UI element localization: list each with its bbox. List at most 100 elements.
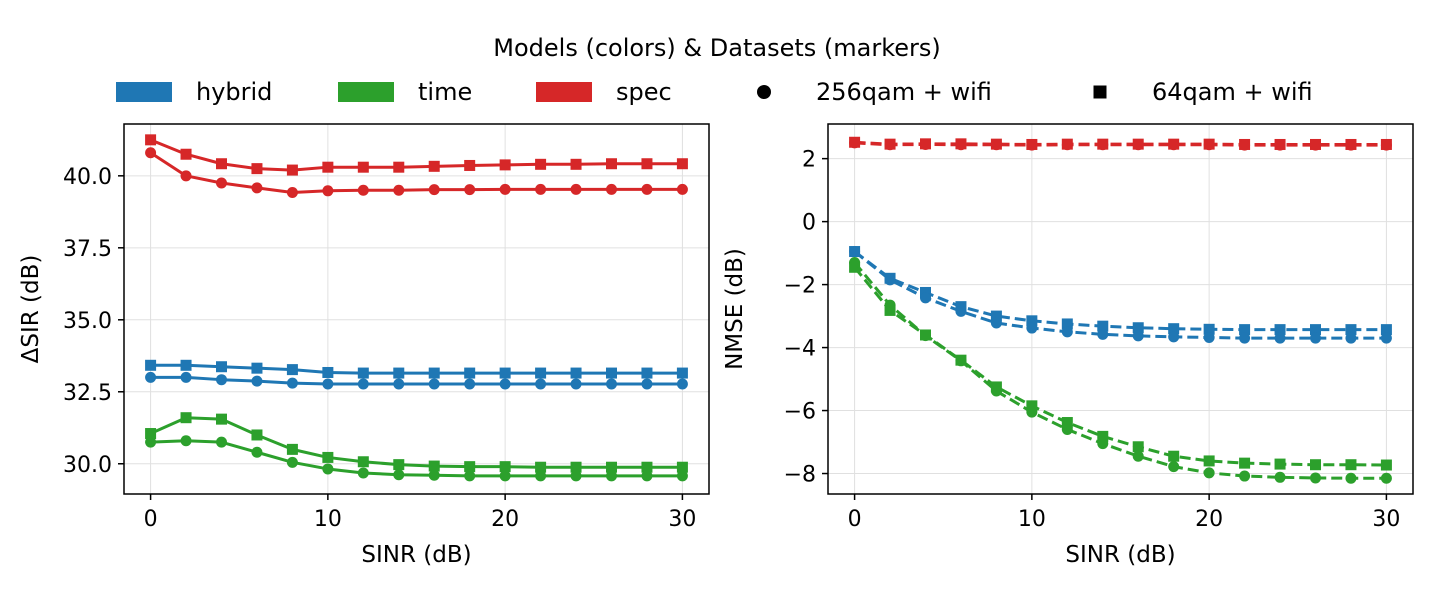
nmse-point-time (1097, 438, 1109, 450)
sir-point-hybrid (428, 378, 440, 390)
nmse-point-time (1097, 430, 1109, 442)
sir-point-spec (216, 177, 227, 189)
legend-item-time: time (338, 74, 472, 110)
nmse-point-spec (849, 137, 861, 149)
sir-point-spec (428, 184, 440, 196)
sir-point-time (286, 443, 298, 455)
sir-point-time (180, 412, 192, 424)
nmse-point-spec (990, 139, 1002, 151)
nmse-point-time (1026, 406, 1038, 418)
sir-point-time (322, 463, 334, 475)
nmse-point-time (1061, 417, 1073, 429)
sir-point-time (464, 470, 476, 482)
sir-xtick-label: 0 (144, 507, 158, 532)
sir-point-time (535, 470, 547, 482)
sir-series-line-time-256qam (150, 439, 683, 478)
sir-point-hybrid (535, 378, 547, 390)
nmse-point-spec (884, 139, 896, 151)
sir-point-time (499, 461, 511, 473)
sir-point-hybrid (464, 367, 476, 379)
nmse-ytick-label: 2 (802, 148, 816, 173)
legend-swatch-hybrid (116, 82, 172, 102)
sir-point-time (606, 461, 617, 473)
sir-point-hybrid (570, 378, 582, 390)
nmse-point-spec (1345, 139, 1357, 151)
sir-point-hybrid (606, 367, 617, 379)
nmse-point-spec (955, 139, 967, 151)
sir-series-line-spec-64qam (150, 138, 683, 172)
nmse-point-spec (1239, 139, 1251, 151)
sir-point-time (216, 436, 227, 448)
nmse-series-line-hybrid-64qam (853, 250, 1387, 332)
nmse-point-time (990, 385, 1002, 397)
sir-point-time (357, 467, 369, 479)
sir-point-time (464, 461, 476, 473)
nmse-ytick-label: −4 (784, 337, 816, 362)
sir-point-spec (641, 183, 653, 195)
sir-point-spec (322, 185, 334, 197)
sir-point-spec (357, 184, 369, 196)
nmse-point-time (1274, 471, 1286, 483)
sir-point-time (145, 428, 157, 440)
sir-point-hybrid (464, 378, 476, 390)
nmse-point-spec (1097, 139, 1109, 151)
nmse-point-time (1274, 458, 1286, 470)
sir-point-time (499, 470, 511, 482)
sir-point-time (428, 460, 440, 472)
nmse-series-line-spec-256qam (854, 141, 1387, 147)
sir-point-hybrid (180, 371, 192, 383)
nmse-ytick-label: −2 (784, 274, 816, 299)
legend-swatch-time (338, 82, 394, 102)
nmse-point-spec (1274, 139, 1286, 151)
sir-point-hybrid (322, 366, 334, 378)
nmse-point-time (884, 299, 896, 311)
nmse-point-hybrid (884, 274, 896, 286)
nmse-point-hybrid (1061, 318, 1073, 330)
nmse-point-hybrid (1026, 322, 1038, 334)
sir-point-time (570, 461, 582, 473)
nmse-xtick-label: 20 (1195, 507, 1223, 532)
sir-point-time (641, 461, 653, 473)
sir-series-line-spec-256qam (149, 151, 683, 195)
nmse-point-hybrid (1203, 331, 1215, 343)
nmse-point-time (1345, 472, 1357, 484)
sir-point-hybrid (216, 361, 227, 373)
sir-point-hybrid (641, 378, 653, 390)
nmse-series-line-hybrid-256qam (853, 250, 1387, 340)
sir-point-spec (180, 148, 192, 160)
nmse-point-hybrid (1168, 323, 1180, 335)
sir-point-hybrid (180, 359, 192, 371)
nmse-point-time (1239, 457, 1251, 469)
nmse-point-time (920, 330, 931, 342)
sir-series-line-time-64qam (149, 416, 683, 469)
nmse-point-hybrid (955, 305, 967, 317)
nmse-point-hybrid (1168, 331, 1180, 343)
sir-point-spec (145, 134, 157, 146)
sir-point-spec (251, 163, 263, 175)
sir-point-time (251, 429, 263, 441)
sir-point-time (606, 470, 617, 482)
sir-point-spec (251, 182, 263, 194)
nmse-point-time (1168, 461, 1180, 473)
nmse-point-time (1310, 472, 1321, 484)
sir-point-time (286, 456, 298, 468)
sir-point-hybrid (251, 362, 263, 374)
sir-point-spec (641, 158, 653, 170)
sir-point-time (535, 461, 547, 473)
sir-point-hybrid (322, 378, 334, 390)
sir-point-time (570, 470, 582, 482)
legend-item-256qam: 256qam + wifi (736, 74, 992, 110)
nmse-ytick-label: 0 (802, 211, 816, 236)
sir-point-time (676, 461, 688, 473)
legend-title: Models (colors) & Datasets (markers) (493, 34, 941, 62)
nmse-point-time (1026, 400, 1038, 412)
nmse-point-hybrid (1097, 328, 1109, 340)
sir-ytick-label: 37.5 (63, 237, 112, 262)
sir-point-time (357, 456, 369, 468)
sir-ytick-label: 40.0 (63, 165, 112, 190)
nmse-point-hybrid (1239, 332, 1251, 344)
sir-point-hybrid (676, 367, 688, 379)
sir-point-spec (606, 183, 617, 195)
nmse-point-hybrid (920, 292, 931, 304)
